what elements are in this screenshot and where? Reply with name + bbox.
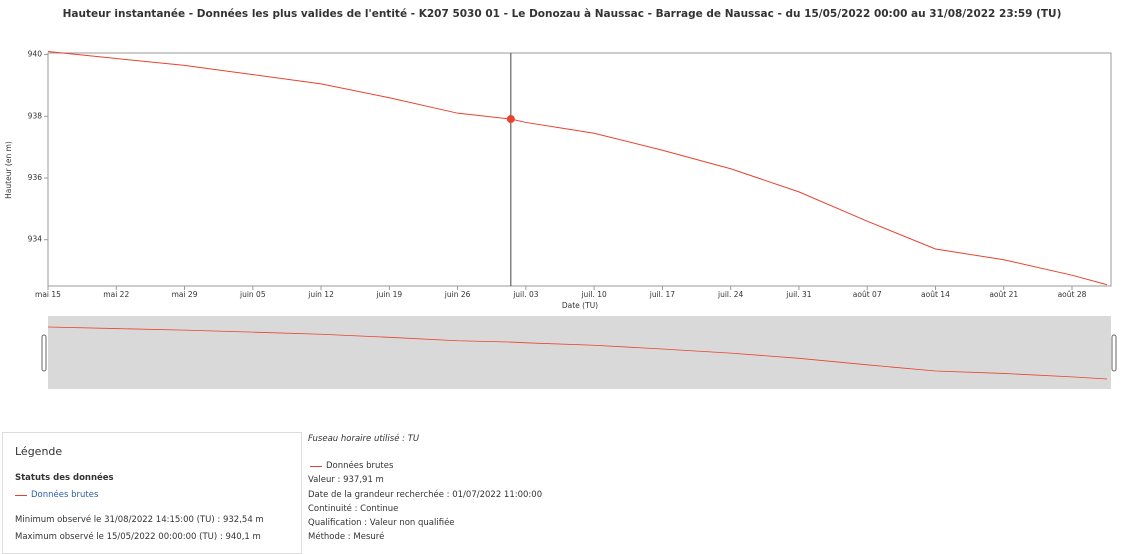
x-tick-label: juin 12 <box>307 290 334 299</box>
legend-entry[interactable]: Données brutes <box>31 490 99 500</box>
legend-section: Statuts des données <box>15 473 114 483</box>
tooltip-value: Valeur : 937,91 m <box>308 475 384 485</box>
x-tick-label: mai 29 <box>172 290 198 299</box>
legend-panel: Légende Statuts des données Données brut… <box>2 432 302 554</box>
navigator-handle[interactable] <box>1111 334 1117 372</box>
navigator-line <box>47 326 1108 380</box>
plot-frame <box>47 52 1112 287</box>
navigator-handle[interactable] <box>41 334 47 372</box>
y-tick-label: 936 <box>28 173 43 182</box>
x-tick-label: août 14 <box>921 290 950 299</box>
highlight-point <box>506 115 515 124</box>
y-tick-label: 938 <box>28 111 43 120</box>
x-tick-label: mai 22 <box>103 290 129 299</box>
tooltip-qualification: Qualification : Valeur non qualifiée <box>308 518 455 528</box>
tooltip-panel: Fuseau horaire utilisé : TU Données brut… <box>308 432 708 544</box>
chart-title: Hauteur instantanée - Données les plus v… <box>63 8 1062 20</box>
x-axis-label: Date (TU) <box>562 301 598 310</box>
x-tick-label: juin 19 <box>376 290 403 299</box>
x-tick-label: juil. 24 <box>717 290 744 299</box>
tooltip-method: Méthode : Mesuré <box>308 532 385 542</box>
tooltip-continuity: Continuité : Continue <box>308 504 399 514</box>
tooltip-series: Données brutes <box>326 461 394 471</box>
legend-minimum: Minimum observé le 31/08/2022 14:15:00 (… <box>15 515 264 525</box>
navigator[interactable] <box>48 316 1111 389</box>
x-tick-label: juin 05 <box>239 290 266 299</box>
x-tick-label: juin 26 <box>444 290 471 299</box>
x-tick-label: août 07 <box>853 290 882 299</box>
legend-swatch <box>15 495 27 496</box>
x-tick-label: juil. 03 <box>512 290 539 299</box>
y-tick-label: 940 <box>28 50 43 59</box>
tooltip-date: Date de la grandeur recherchée : 01/07/2… <box>308 490 543 500</box>
chart: Hauteur instantanée - Données les plus v… <box>4 8 1117 389</box>
x-tick-label: juil. 10 <box>580 290 607 299</box>
x-tick-label: juil. 17 <box>649 290 676 299</box>
tooltip-swatch <box>310 466 322 467</box>
x-tick-label: mai 15 <box>35 290 61 299</box>
legend-title: Légende <box>15 445 63 458</box>
x-tick-label: août 28 <box>1058 290 1087 299</box>
x-tick-label: juil. 31 <box>785 290 812 299</box>
y-tick-label: 934 <box>28 235 43 244</box>
x-tick-label: août 21 <box>989 290 1018 299</box>
legend-maximum: Maximum observé le 15/05/2022 00:00:00 (… <box>15 532 261 542</box>
timezone: Fuseau horaire utilisé : TU <box>308 434 420 444</box>
line <box>47 50 1108 286</box>
y-axis-label: Hauteur (en m) <box>4 141 13 199</box>
